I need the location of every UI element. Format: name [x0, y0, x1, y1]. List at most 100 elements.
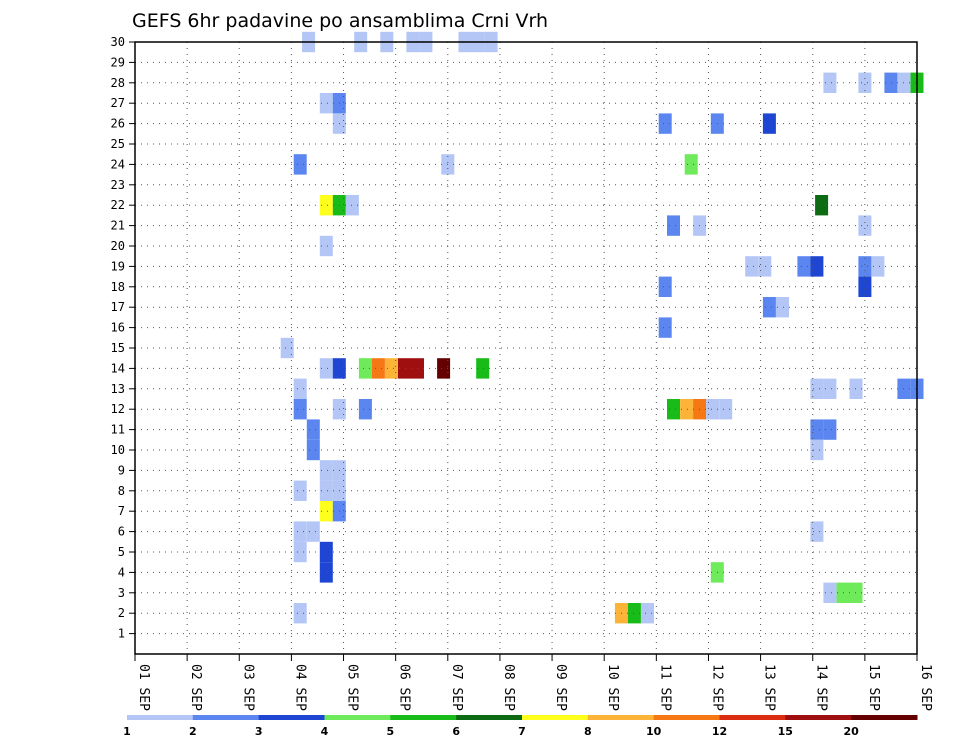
heatmap-cell	[319, 358, 333, 379]
heatmap-cell	[823, 582, 837, 603]
x-tick-label: 02 SEP	[188, 664, 203, 711]
x-tick-label: 08 SEP	[501, 664, 516, 711]
heatmap-cell	[810, 378, 824, 399]
heatmap-cell	[658, 276, 672, 297]
y-tick-label: 29	[111, 55, 125, 69]
heatmap-cell	[762, 297, 776, 318]
colorbar-legend: 1 2 3 4 5 6 7 8 10 12 15 20	[123, 715, 918, 738]
heatmap-cell	[667, 399, 680, 420]
heatmap-cell	[776, 297, 789, 318]
heatmap-cell	[293, 378, 307, 399]
heatmap-cell	[293, 480, 307, 501]
y-tick-label: 1	[118, 627, 125, 641]
x-tick-label: 04 SEP	[292, 664, 307, 711]
y-tick-label: 4	[118, 565, 125, 579]
colorbar-swatch	[785, 715, 852, 720]
heatmap-cell	[815, 195, 829, 216]
colorbar-label: 10	[646, 725, 662, 738]
heatmap-cell	[319, 562, 333, 583]
heatmap-cell	[358, 358, 372, 379]
heatmap-cell	[319, 93, 333, 114]
y-tick-label: 16	[111, 321, 125, 335]
y-tick-label: 2	[118, 606, 125, 620]
heatmap-cells	[280, 31, 924, 624]
x-tick-label: 07 SEP	[449, 664, 464, 711]
heatmap-cell	[385, 358, 398, 379]
y-tick-label: 22	[111, 198, 125, 212]
heatmap-cell	[371, 358, 385, 379]
heatmap-cell	[810, 256, 824, 277]
colorbar-label: 20	[844, 725, 860, 738]
x-tick-label: 13 SEP	[762, 664, 777, 711]
heatmap-cell	[745, 256, 759, 277]
x-axis: 01 SEP 02 SEP 03 SEP 04 SEP 05 SEP 06 SEP 07 S…	[134, 654, 933, 711]
colorbar-swatch	[587, 715, 655, 720]
heatmap-cell	[823, 72, 837, 93]
y-tick-label: 17	[111, 300, 125, 314]
y-tick-label: 10	[111, 443, 125, 457]
x-tick-label: 11 SEP	[657, 664, 672, 711]
y-tick-label: 14	[111, 361, 125, 375]
heatmap-cell	[823, 378, 837, 399]
x-tick-label: 14 SEP	[814, 664, 829, 711]
x-tick-label: 09 SEP	[553, 664, 568, 711]
heatmap-cell	[358, 399, 372, 420]
heatmap-cell	[627, 603, 641, 624]
colorbar-swatch	[258, 715, 325, 720]
heatmap-cell	[319, 460, 333, 481]
colorbar-swatch	[324, 715, 391, 720]
colorbar-label: 12	[712, 725, 727, 738]
colorbar-swatch	[127, 715, 194, 720]
colorbar-swatch	[719, 715, 786, 720]
x-tick-label: 16 SEP	[918, 664, 933, 711]
heatmap-cell	[706, 399, 720, 420]
y-tick-label: 30	[111, 35, 125, 49]
colorbar-label: 4	[321, 725, 329, 738]
y-tick-label: 11	[111, 423, 125, 437]
heatmap-cell	[684, 154, 698, 175]
y-tick-label: 24	[111, 157, 125, 171]
colorbar-label: 5	[386, 725, 394, 738]
y-tick-label: 20	[111, 239, 125, 253]
y-tick-label: 3	[118, 586, 125, 600]
y-tick-label: 18	[111, 280, 125, 294]
heatmap-cell	[319, 501, 333, 522]
heatmap-cell	[319, 195, 333, 216]
heatmap-cell	[280, 337, 294, 359]
y-tick-label: 5	[118, 545, 125, 559]
heatmap-cell	[884, 72, 898, 93]
colorbar-label: 2	[189, 725, 197, 738]
chart-title: GEFS 6hr padavine po ansamblima Crni Vrh	[132, 10, 548, 32]
heatmap-cell	[437, 358, 451, 379]
y-axis: 1234567891011121314151617181920212223242…	[111, 35, 135, 641]
colorbar-swatch	[390, 715, 457, 720]
heatmap-cell	[293, 541, 307, 563]
heatmap-cell	[871, 256, 885, 277]
y-tick-label: 25	[111, 137, 125, 151]
x-tick-label: 10 SEP	[605, 664, 620, 711]
heatmap-cell	[810, 439, 824, 461]
heatmap-cell	[858, 215, 872, 236]
heatmap-cell	[858, 72, 872, 93]
colorbar-label: 7	[518, 725, 526, 738]
heatmap-cell	[797, 256, 811, 277]
heatmap-cell	[398, 358, 411, 379]
heatmap-cell	[306, 439, 320, 461]
colorbar-swatch	[192, 715, 260, 720]
y-tick-label: 26	[111, 117, 125, 131]
heatmap-cell	[858, 276, 872, 297]
heatmap-cell	[293, 154, 307, 175]
heatmap-cell	[306, 419, 320, 440]
heatmap-cell	[293, 399, 307, 420]
y-tick-label: 13	[111, 382, 125, 396]
heatmap-cell	[658, 113, 672, 134]
colorbar-swatch	[456, 715, 523, 720]
heatmap-cell	[758, 256, 772, 277]
colorbar-label: 3	[255, 725, 263, 738]
heatmap-cell	[319, 541, 333, 563]
y-tick-label: 7	[118, 504, 125, 518]
heatmap-cell	[293, 521, 307, 542]
heatmap-cell	[762, 113, 776, 134]
heatmap-cell	[293, 603, 307, 624]
